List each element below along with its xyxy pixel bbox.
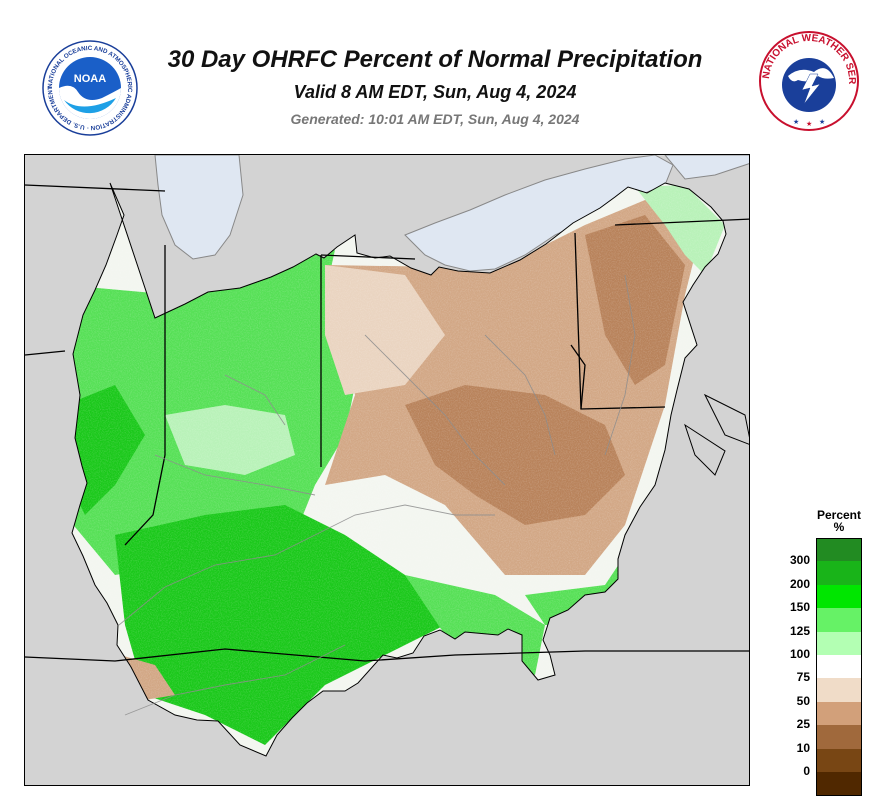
legend-swatch bbox=[816, 678, 862, 703]
legend-tick-label: 25 bbox=[796, 717, 810, 732]
state-borders bbox=[25, 184, 749, 662]
svg-text:★: ★ bbox=[806, 120, 812, 128]
nws-logo: NATIONAL WEATHER SERVICE ★ ★ ★ bbox=[758, 30, 859, 131]
generated-time: Generated: 10:01 AM EDT, Sun, Aug 4, 202… bbox=[290, 111, 580, 127]
legend-tick-label: 200 bbox=[789, 576, 810, 591]
legend-tick-label: 300 bbox=[789, 553, 810, 568]
legend-title: Percent bbox=[816, 508, 862, 522]
lake-ontario bbox=[664, 155, 749, 180]
legend-swatch bbox=[816, 584, 862, 609]
river-lines bbox=[118, 274, 636, 716]
legend-tick-label: 0 bbox=[803, 764, 810, 778]
east-coast bbox=[684, 393, 749, 476]
noaa-text: NOAA bbox=[74, 73, 106, 85]
legend-swatch bbox=[816, 725, 862, 750]
legend-tick-label: 50 bbox=[796, 693, 810, 708]
valid-time: Valid 8 AM EDT, Sun, Aug 4, 2024 bbox=[293, 82, 577, 102]
legend-swatch bbox=[816, 608, 862, 633]
page-title: 30 Day OHRFC Percent of Normal Precipita… bbox=[167, 46, 703, 73]
legend-swatch bbox=[816, 701, 862, 726]
legend-tick-label: 150 bbox=[789, 600, 810, 615]
legend-swatch bbox=[816, 631, 862, 656]
legend-tick-label: 100 bbox=[789, 647, 810, 661]
legend-swatch bbox=[816, 748, 862, 773]
noaa-logo: NATIONAL OCEANIC AND ATMOSPHERIC ADMINIS… bbox=[42, 40, 138, 136]
legend-tick-label: 125 bbox=[789, 623, 810, 638]
legend-swatch bbox=[816, 561, 862, 586]
legend-swatch bbox=[816, 655, 862, 679]
map-canvas bbox=[25, 155, 749, 757]
svg-text:★: ★ bbox=[819, 118, 825, 126]
legend-swatch bbox=[816, 772, 862, 796]
svg-text:★: ★ bbox=[793, 118, 799, 126]
lake-michigan bbox=[154, 155, 244, 260]
legend-tick-label: 10 bbox=[796, 740, 810, 755]
precipitation-map bbox=[24, 154, 750, 786]
precipitation-field bbox=[72, 183, 726, 756]
legend-swatch bbox=[816, 538, 862, 562]
legend-tick-label: 75 bbox=[796, 670, 810, 685]
legend: Percent % 300 200 150 125 100 75 50 25 10 0 bbox=[776, 508, 876, 796]
legend-unit: % bbox=[833, 520, 845, 534]
